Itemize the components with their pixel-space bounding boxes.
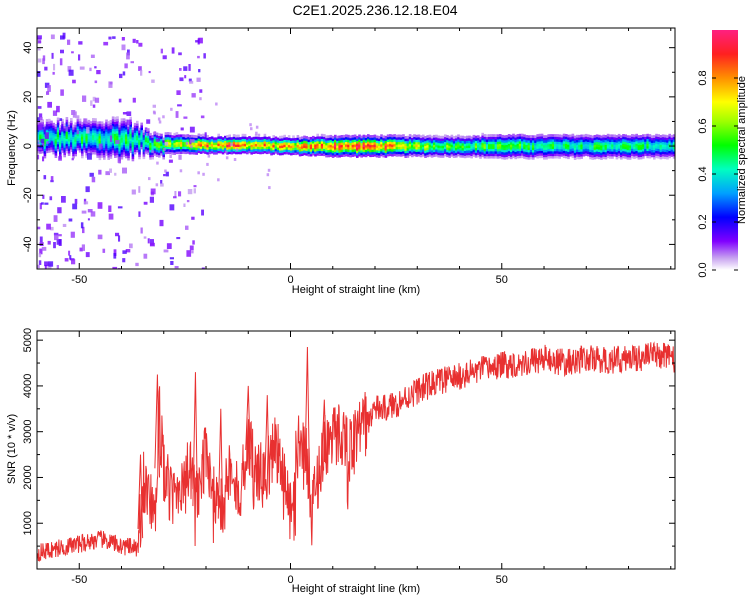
snr-ytick-label: 2000	[22, 465, 34, 489]
spectrogram-ytick-label: -20	[22, 187, 34, 203]
colorbar-tick-label: 0.6	[697, 118, 709, 133]
spectrogram-frame	[36, 27, 676, 270]
snr-spike	[137, 454, 144, 539]
colorbar-tick-label: 0.4	[697, 166, 709, 181]
spectrogram-ylabel: Frequency (Hz)	[6, 110, 18, 186]
snr-xtick-label: 50	[496, 574, 508, 586]
snr-series-line	[37, 341, 675, 562]
snr-xtick-label: 0	[287, 574, 293, 586]
snr-spike	[192, 372, 199, 516]
spectrogram-panel: -50 0 50 -40 -20 0 20 40 Height of straight lin…	[6, 27, 676, 296]
snr-panel: -50 0 50 1000 2000 3000 4000 5000 Height of str…	[6, 328, 676, 595]
snr-ytick-label: 5000	[22, 328, 34, 352]
snr-ytick-label: 4000	[22, 374, 34, 398]
colorbar-label: Normalized spectral amplitude	[736, 76, 748, 224]
spectrogram-ytick-label: 40	[22, 42, 34, 54]
spectrogram-xtick-label: 50	[496, 274, 508, 286]
snr-ylabel: SNR (10 * v/v)	[6, 414, 18, 484]
spectrogram-ytick-label: -40	[22, 236, 34, 252]
snr-spike	[217, 408, 224, 528]
colorbar-gradient	[712, 30, 738, 270]
spectrogram-xtick-label: 0	[287, 274, 293, 286]
snr-spike	[321, 399, 327, 469]
spectrogram-ytick-label: 20	[22, 91, 34, 103]
colorbar: 0.0 0.2 0.4 0.6 0.8 Normalized spectral ampl…	[697, 30, 748, 278]
colorbar-tick-label: 0.8	[697, 70, 709, 85]
snr-xlabel: Height of straight line (km)	[292, 583, 420, 595]
colorbar-tick-label: 0.2	[697, 214, 709, 229]
snr-spike	[304, 347, 311, 483]
colorbar-tick-label: 0.0	[697, 262, 709, 277]
spectrogram-image	[37, 32, 675, 269]
snr-frame	[36, 330, 676, 570]
snr-ytick-label: 1000	[22, 511, 34, 535]
snr-xtick-label: -50	[71, 574, 87, 586]
figure-title: C2E1.2025.236.12.18.E04	[292, 2, 458, 18]
spectrogram-xlabel: Height of straight line (km)	[292, 284, 420, 296]
snr-spike	[245, 385, 251, 460]
spectrogram-xtick-label: -50	[71, 274, 87, 286]
snr-ytick-label: 3000	[22, 419, 34, 443]
spectrogram-ytick-label: 0	[22, 143, 34, 149]
snr-spike	[154, 374, 161, 478]
snr-spike	[264, 395, 270, 495]
